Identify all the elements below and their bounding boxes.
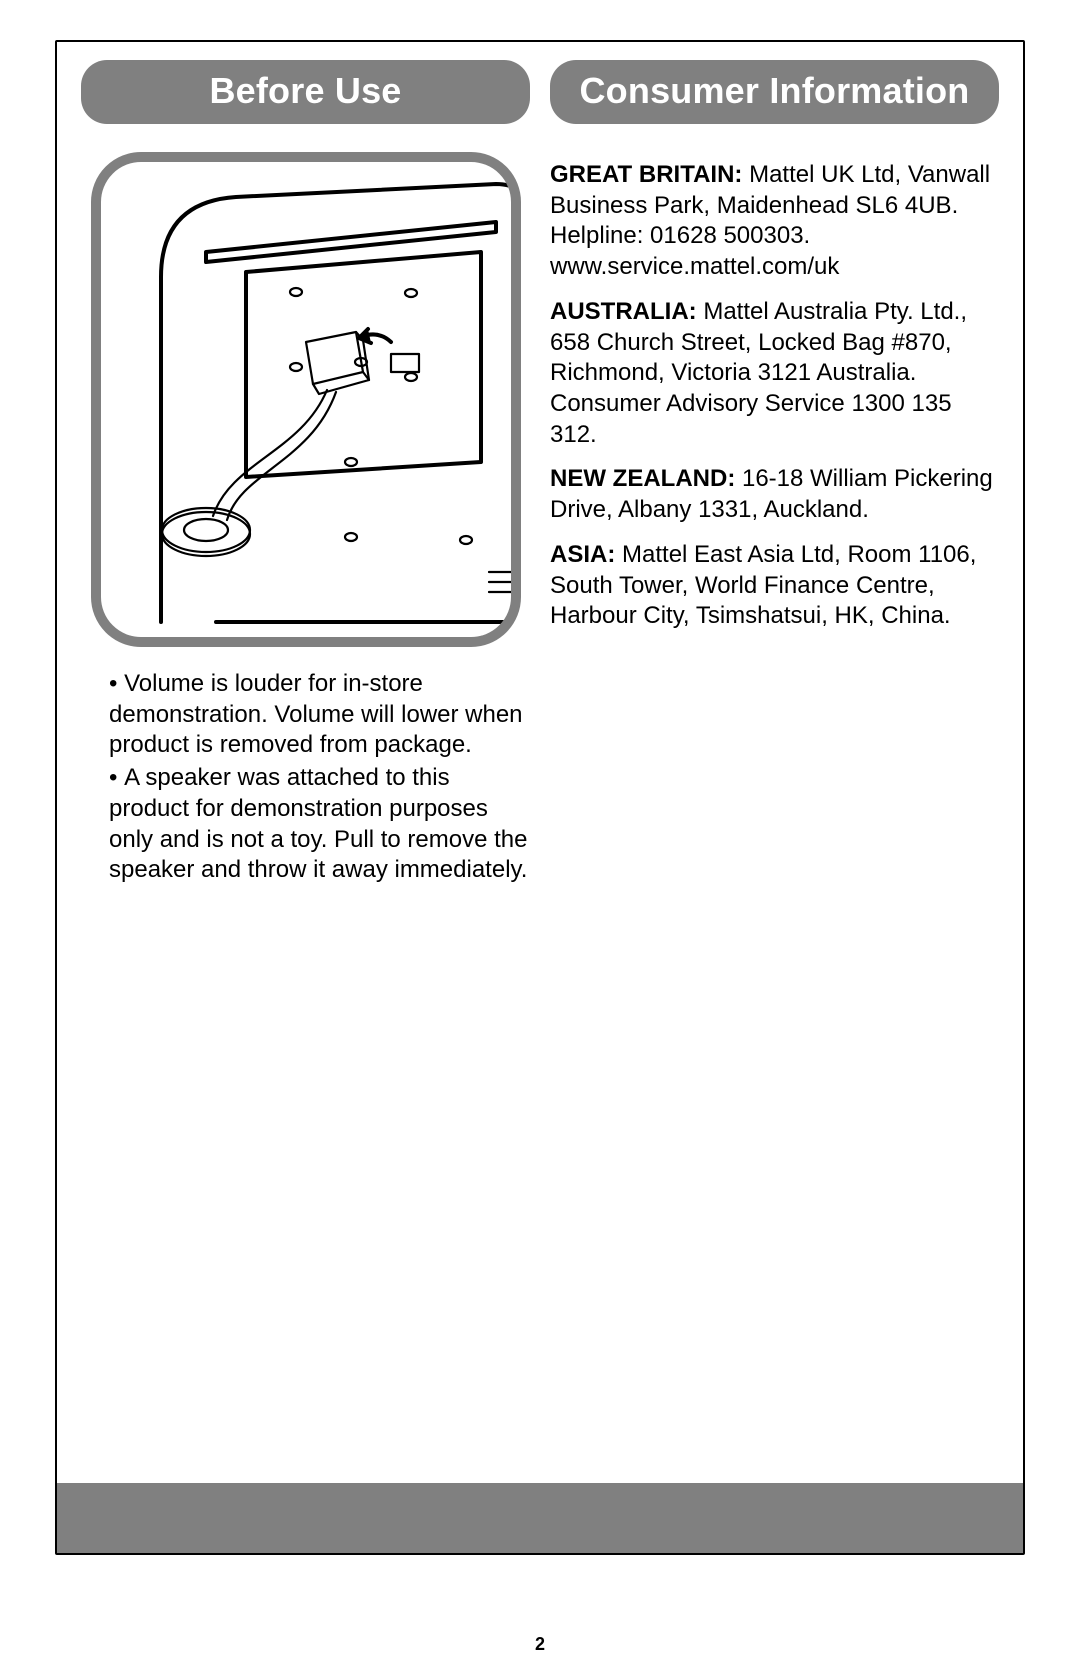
entry-australia: AUSTRALIA: Mattel Australia Pty. Ltd., 6…	[550, 297, 995, 451]
before-use-header: Before Use	[81, 60, 530, 124]
diagram-container	[91, 152, 521, 647]
entry-great-britain: GREAT BRITAIN: Mattel UK Ltd, Vanwall Bu…	[550, 160, 995, 283]
before-use-bullets: • Volume is louder for in-store demonstr…	[81, 669, 530, 886]
footer-band	[57, 1483, 1023, 1553]
consumer-info-header: Consumer Information	[550, 60, 999, 124]
bullet-1: • Volume is louder for in-store demonstr…	[87, 669, 528, 761]
entry-asia: ASIA: Mattel East Asia Ltd, Room 1106, S…	[550, 540, 995, 632]
page-frame: Before Use	[55, 40, 1025, 1555]
left-column: Before Use	[81, 60, 530, 888]
page-number: 2	[0, 1634, 1080, 1655]
right-column: Consumer Information GREAT BRITAIN: Matt…	[550, 60, 999, 888]
diagram-illustration	[101, 162, 511, 637]
columns: Before Use	[57, 42, 1023, 888]
consumer-info-body: GREAT BRITAIN: Mattel UK Ltd, Vanwall Bu…	[550, 146, 999, 632]
bullet-2: • A speaker was attached to this product…	[87, 763, 528, 886]
entry-new-zealand: NEW ZEALAND: 16-18 William Pickering Dri…	[550, 464, 995, 525]
